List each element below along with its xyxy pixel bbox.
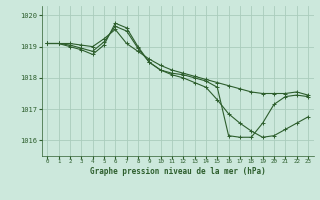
X-axis label: Graphe pression niveau de la mer (hPa): Graphe pression niveau de la mer (hPa) xyxy=(90,167,266,176)
